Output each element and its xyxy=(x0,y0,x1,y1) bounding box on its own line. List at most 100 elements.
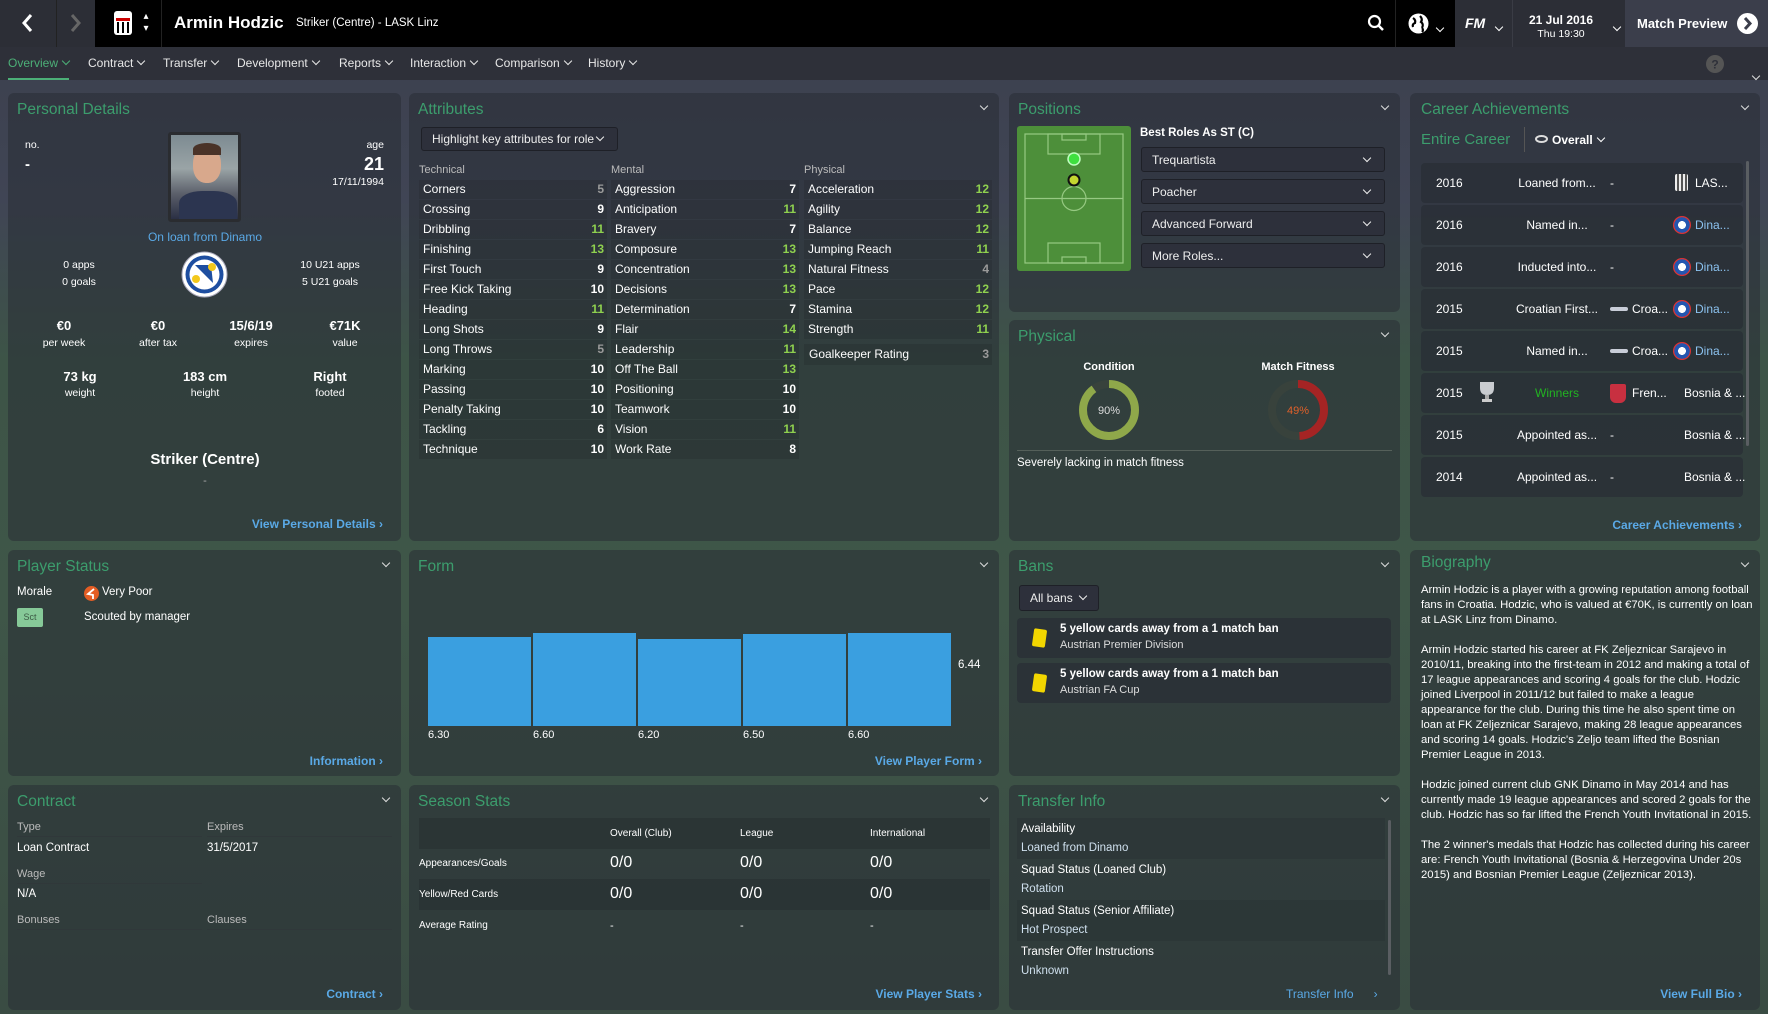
career-scrollbar[interactable] xyxy=(1746,161,1749,446)
role-dropdown[interactable]: Poacher xyxy=(1141,179,1385,204)
role-dropdown[interactable]: More Roles... xyxy=(1141,243,1385,268)
world-menu-button[interactable] xyxy=(1396,0,1455,47)
ban-item[interactable]: 5 yellow cards away from a 1 match ban Au… xyxy=(1017,618,1391,658)
attribute-row-determination[interactable]: Determination 7 xyxy=(611,300,799,319)
attribute-row-strength[interactable]: Strength 11 xyxy=(804,320,992,339)
attribute-row-concentration[interactable]: Concentration 13 xyxy=(611,260,799,279)
loan-club-link[interactable]: On loan from Dinamo xyxy=(147,230,263,244)
tab-interaction[interactable]: Interaction xyxy=(410,47,479,80)
form-bar[interactable] xyxy=(428,637,531,726)
career-row[interactable]: 2015 Appointed as... - Bosnia & ... xyxy=(1421,415,1745,455)
panel-menu-chevron-icon[interactable] xyxy=(1380,793,1390,803)
forward-button[interactable] xyxy=(56,0,95,47)
attribute-row-long-throws[interactable]: Long Throws 5 xyxy=(419,340,607,359)
attribute-row-composure[interactable]: Composure 13 xyxy=(611,240,799,259)
attribute-row-pace[interactable]: Pace 12 xyxy=(804,280,992,299)
attribute-row-positioning[interactable]: Positioning 10 xyxy=(611,380,799,399)
position-pitch[interactable] xyxy=(1017,126,1131,271)
date-button[interactable]: 21 Jul 2016 Thu 19:30 xyxy=(1512,0,1625,47)
career-row[interactable]: 2015 Named in... Croa... Dina... xyxy=(1421,331,1743,371)
panel-menu-chevron-icon[interactable] xyxy=(1380,328,1390,338)
help-icon[interactable]: ? xyxy=(1706,55,1724,73)
career-achievements-link[interactable]: Career Achievements › xyxy=(1612,518,1742,532)
attribute-row-vision[interactable]: Vision 11 xyxy=(611,420,799,439)
ban-item[interactable]: 5 yellow cards away from a 1 match ban Au… xyxy=(1017,663,1391,703)
attribute-row-bravery[interactable]: Bravery 7 xyxy=(611,220,799,239)
attribute-row-aggression[interactable]: Aggression 7 xyxy=(611,180,799,199)
role-dropdown[interactable]: Advanced Forward xyxy=(1141,211,1385,236)
form-bar[interactable] xyxy=(848,632,951,726)
panel-menu-chevron-icon[interactable] xyxy=(1740,558,1750,568)
form-bar[interactable] xyxy=(533,632,636,726)
tab-transfer[interactable]: Transfer xyxy=(163,47,220,80)
back-button[interactable] xyxy=(0,0,55,47)
fm-menu-button[interactable]: FM xyxy=(1455,0,1512,47)
screen-options-chevron-icon[interactable] xyxy=(1751,71,1761,80)
form-bar[interactable] xyxy=(638,638,741,726)
tab-comparison[interactable]: Comparison xyxy=(495,47,572,80)
club-badge-icon[interactable] xyxy=(113,10,133,38)
match-preview-button[interactable]: Match Preview xyxy=(1625,0,1768,47)
attribute-row-technique[interactable]: Technique 10 xyxy=(419,440,607,459)
attribute-row-teamwork[interactable]: Teamwork 10 xyxy=(611,400,799,419)
attribute-row-marking[interactable]: Marking 10 xyxy=(419,360,607,379)
panel-menu-chevron-icon[interactable] xyxy=(979,101,989,111)
panel-menu-chevron-icon[interactable] xyxy=(1380,101,1390,111)
attribute-row-free-kick-taking[interactable]: Free Kick Taking 10 xyxy=(419,280,607,299)
view-personal-details-link[interactable]: View Personal Details › xyxy=(251,517,383,531)
panel-menu-chevron-icon[interactable] xyxy=(381,793,391,803)
tab-contract[interactable]: Contract xyxy=(88,47,146,80)
transfer-scrollbar[interactable] xyxy=(1388,820,1391,975)
career-row[interactable]: 2015 Croatian First... Croa... Dina... xyxy=(1421,289,1743,329)
bans-filter-dropdown[interactable]: All bans xyxy=(1019,585,1099,611)
view-full-bio-link[interactable]: View Full Bio › xyxy=(1660,987,1742,1001)
view-player-stats-link[interactable]: View Player Stats › xyxy=(875,987,982,1001)
attribute-row-stamina[interactable]: Stamina 12 xyxy=(804,300,992,319)
attribute-row-penalty-taking[interactable]: Penalty Taking 10 xyxy=(419,400,607,419)
tab-overview[interactable]: Overview xyxy=(8,47,71,80)
attribute-row-crossing[interactable]: Crossing 9 xyxy=(419,200,607,219)
career-row[interactable]: 2014 Appointed as... - Bosnia & ... xyxy=(1421,457,1745,497)
attribute-row-tackling[interactable]: Tackling 6 xyxy=(419,420,607,439)
attribute-row-first-touch[interactable]: First Touch 9 xyxy=(419,260,607,279)
attribute-row-finishing[interactable]: Finishing 13 xyxy=(419,240,607,259)
highlight-attributes-dropdown[interactable]: Highlight key attributes for role xyxy=(421,127,618,151)
panel-menu-chevron-icon[interactable] xyxy=(979,793,989,803)
attribute-row-passing[interactable]: Passing 10 xyxy=(419,380,607,399)
contract-link[interactable]: Contract › xyxy=(326,987,383,1001)
attribute-row-goalkeeper-rating[interactable]: Goalkeeper Rating 3 xyxy=(804,344,992,365)
attribute-row-balance[interactable]: Balance 12 xyxy=(804,220,992,239)
transfer-info-link[interactable]: Transfer Info › xyxy=(1286,987,1378,1001)
attribute-row-off-the-ball[interactable]: Off The Ball 13 xyxy=(611,360,799,379)
attribute-row-work-rate[interactable]: Work Rate 8 xyxy=(611,440,799,459)
tab-history[interactable]: History xyxy=(588,47,638,80)
attribute-row-corners[interactable]: Corners 5 xyxy=(419,180,607,199)
information-link[interactable]: Information › xyxy=(309,754,383,768)
attribute-row-long-shots[interactable]: Long Shots 9 xyxy=(419,320,607,339)
attribute-row-agility[interactable]: Agility 12 xyxy=(804,200,992,219)
player-switch-arrows[interactable]: ▴ ▾ xyxy=(143,11,149,34)
role-dropdown[interactable]: Trequartista xyxy=(1141,147,1385,172)
tab-development[interactable]: Development xyxy=(237,47,320,80)
attribute-row-natural-fitness[interactable]: Natural Fitness 4 xyxy=(804,260,992,279)
panel-menu-chevron-icon[interactable] xyxy=(979,558,989,568)
form-bar[interactable] xyxy=(743,634,846,726)
panel-menu-chevron-icon[interactable] xyxy=(1380,558,1390,568)
search-icon[interactable] xyxy=(1367,14,1385,32)
panel-menu-chevron-icon[interactable] xyxy=(381,558,391,568)
attribute-row-leadership[interactable]: Leadership 11 xyxy=(611,340,799,359)
panel-menu-chevron-icon[interactable] xyxy=(1740,101,1750,111)
career-row[interactable]: 2015 Winners Fren... Bosnia & ... xyxy=(1421,373,1745,413)
attribute-row-anticipation[interactable]: Anticipation 11 xyxy=(611,200,799,219)
attribute-row-dribbling[interactable]: Dribbling 11 xyxy=(419,220,607,239)
career-filter-dropdown[interactable]: Overall xyxy=(1535,133,1605,149)
career-row[interactable]: 2016 Named in... - Dina... xyxy=(1421,205,1743,245)
attribute-row-heading[interactable]: Heading 11 xyxy=(419,300,607,319)
nation-badge-icon[interactable] xyxy=(181,251,228,298)
tab-reports[interactable]: Reports xyxy=(339,47,394,80)
attribute-row-flair[interactable]: Flair 14 xyxy=(611,320,799,339)
career-row[interactable]: 2016 Inducted into... - Dina... xyxy=(1421,247,1743,287)
career-row[interactable]: 2016 Loaned from... - LAS... xyxy=(1421,163,1743,203)
attribute-row-decisions[interactable]: Decisions 13 xyxy=(611,280,799,299)
view-player-form-link[interactable]: View Player Form › xyxy=(874,754,982,768)
